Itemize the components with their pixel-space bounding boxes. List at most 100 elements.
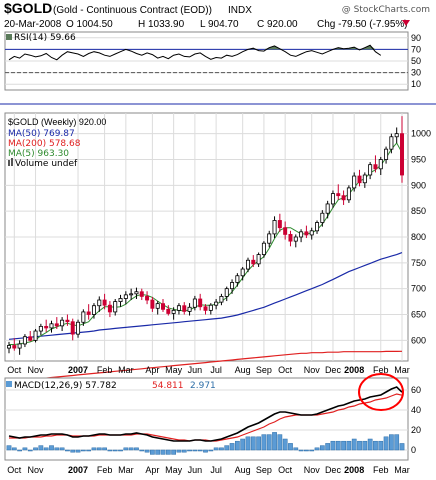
macd-hist-bar [288, 443, 293, 451]
candle-body [187, 306, 192, 312]
macd-hist-bar [22, 447, 28, 451]
macd-hist-bar [325, 443, 331, 451]
x-tick-label: Dec [325, 365, 342, 375]
x-tick-label: 2008 [344, 365, 364, 375]
candle-body [378, 159, 383, 170]
macd-hist-bar [118, 449, 123, 452]
header-open: O 1004.50 [66, 19, 113, 30]
symbol-title: $GOLD [4, 0, 52, 16]
macd-hist-bar [399, 443, 405, 451]
macd-hist-bar [107, 449, 113, 452]
candle-body [288, 234, 293, 242]
macd-hist-bar [165, 449, 171, 455]
macd-hist-bar [134, 447, 139, 451]
macd-hist-bar [383, 436, 389, 451]
candle-body [171, 309, 176, 314]
macd-hist-bar [357, 440, 362, 451]
candle-body [357, 175, 362, 184]
macd-hist-bar [298, 449, 304, 452]
candle-body [320, 212, 325, 223]
candle-body [97, 299, 102, 307]
rsi-tick-label: 30 [411, 68, 421, 78]
candle-body [176, 305, 181, 311]
candle-body [145, 296, 150, 301]
x-tick-label: Sep [256, 365, 272, 375]
macd-hist-bar [378, 440, 384, 451]
macd-hist-bar [128, 447, 134, 451]
macd-panel [4, 377, 409, 461]
candle-body [283, 227, 288, 235]
candle-body [118, 298, 123, 302]
candle-body [336, 193, 341, 197]
candle-body [107, 304, 112, 313]
macd-legend-swatch [6, 381, 12, 387]
macd-hist-bar [49, 445, 54, 451]
macd-lines [8, 386, 403, 442]
candle-body [86, 311, 91, 315]
candle-body [139, 291, 144, 297]
candle-body [123, 294, 128, 299]
candle-body [214, 301, 219, 306]
macd-axis: 60 40 20 0 [411, 385, 421, 455]
macd-hist-bar [27, 449, 33, 452]
x-tick-label: Aug [235, 465, 251, 475]
macd-tick-label: 60 [411, 385, 421, 395]
bar-icon-2 [11, 158, 13, 166]
candle-body [28, 336, 33, 341]
macd-hist-bar [150, 449, 155, 455]
x-tick-label: Sep [256, 465, 272, 475]
x-tick-label: Nov [304, 465, 321, 475]
x-tick-label: Mar [394, 465, 410, 475]
x-tick-label: May [165, 465, 183, 475]
macd-hist-bar [203, 449, 208, 453]
macd-hist-bar [208, 449, 214, 452]
candle-body [203, 306, 208, 311]
macd-hist-bar [139, 449, 145, 452]
macd-hist-bar [309, 449, 315, 452]
candle-body [384, 148, 389, 160]
candle-body [400, 133, 404, 176]
watermark: @ StockCharts.com [342, 5, 430, 15]
rsi-tick-label: 90 [411, 33, 421, 43]
macd-hist-bar [155, 449, 161, 455]
candle-body [362, 174, 367, 184]
macd-hist-bar [75, 449, 81, 453]
x-tick-label: Dec [325, 465, 342, 475]
macd-hist-bar [266, 434, 272, 451]
candle-body [208, 304, 213, 311]
macd-hist-bar [187, 449, 192, 452]
header-close: C 920.00 [257, 19, 298, 30]
legend-ma5: MA(5) 963.30 [8, 149, 69, 159]
macd-hist-bar [277, 434, 283, 451]
candle-body [389, 136, 394, 150]
macd-hist-bar [38, 445, 44, 451]
x-tick-label: Jul [210, 465, 222, 475]
ma200-line [8, 350, 403, 383]
macd-hist-bar [272, 432, 277, 451]
macd-hist-bar [389, 434, 394, 451]
candle-body [373, 164, 378, 170]
macd-hist-bar [330, 440, 336, 451]
macd-hist-bar [80, 449, 86, 452]
macd-hist-bar [91, 447, 97, 451]
price-tick-label: 600 [411, 335, 426, 345]
macd-hist-bar [394, 434, 400, 451]
candle-body [219, 296, 224, 303]
candlesticks [7, 116, 404, 355]
candle-body [267, 233, 272, 244]
rsi-legend: RSI(14) 59.66 [14, 33, 76, 43]
macd-hist-bar [373, 440, 378, 451]
x-tick-label: Mar [118, 365, 134, 375]
candle-body [352, 175, 357, 189]
bar-icon [8, 160, 10, 166]
candle-body [330, 193, 335, 205]
x-tick-label: Feb [373, 365, 389, 375]
candle-body [76, 321, 81, 335]
x-tick-label: Feb [97, 365, 113, 375]
candle-body [346, 187, 351, 201]
macd-hist-bar [17, 449, 22, 452]
macd-hist-bar [171, 449, 177, 455]
candle-body [12, 345, 17, 349]
candle-body [251, 259, 256, 265]
